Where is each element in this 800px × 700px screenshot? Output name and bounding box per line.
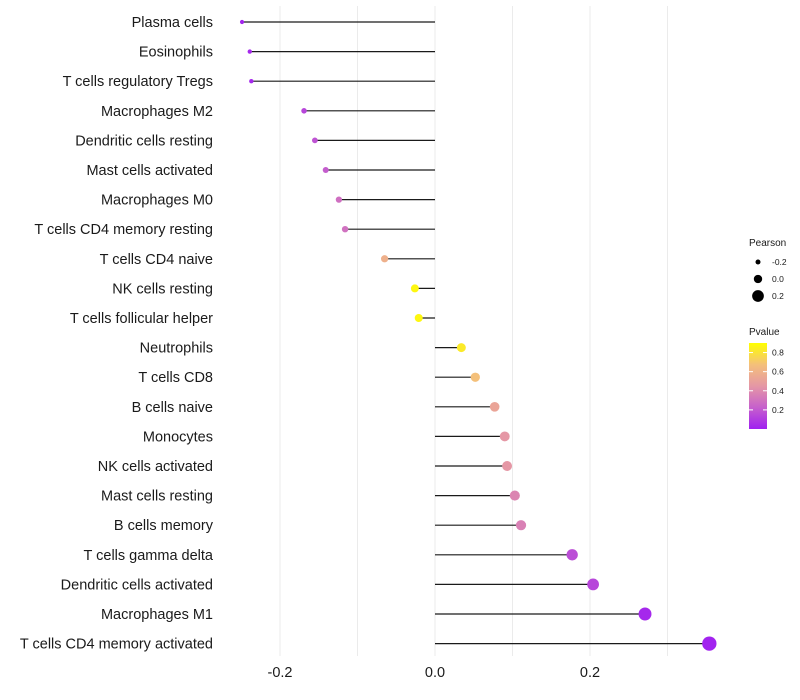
y-axis-label: Dendritic cells activated [61, 577, 213, 593]
y-axis-label: T cells CD4 memory resting [34, 222, 213, 238]
x-axis-ticks: -0.2 0.0 0.2 [268, 665, 601, 681]
color-legend-label: 0.8 [772, 348, 784, 358]
legend: Pearson -0.2 0.0 0.2 Pvalue 0.8 0.6 0.4 0.2 [749, 238, 787, 429]
size-legend-dot [752, 290, 764, 302]
gridlines [279, 6, 668, 656]
stems [242, 21, 710, 645]
size-legend-dot [753, 274, 763, 284]
y-axis-label: Dendritic cells resting [75, 133, 213, 149]
y-axis-label: NK cells activated [98, 459, 213, 475]
data-point [380, 255, 389, 263]
data-point [638, 607, 652, 621]
size-legend-label: 0.2 [772, 291, 784, 301]
data-point [499, 431, 510, 442]
y-axis-label: T cells gamma delta [84, 548, 214, 564]
y-axis-label: T cells CD4 naive [100, 252, 213, 268]
y-axis-label: Neutrophils [140, 341, 213, 357]
color-legend-bar [749, 343, 767, 429]
y-axis-label: Plasma cells [132, 15, 213, 31]
data-point [566, 549, 578, 561]
y-axis-label: Mast cells resting [101, 489, 213, 505]
data-point [456, 343, 466, 353]
y-axis-label: Macrophages M1 [101, 607, 213, 623]
y-axis-label: B cells memory [114, 518, 214, 534]
data-point [489, 401, 500, 412]
data-point [249, 79, 254, 84]
size-legend-label: -0.2 [772, 257, 787, 267]
color-legend-label: 0.4 [772, 386, 784, 396]
y-axis-label: Monocytes [143, 429, 213, 445]
size-legend-dot [755, 259, 761, 265]
data-point [335, 196, 343, 203]
data-point [470, 372, 480, 382]
data-point [515, 520, 527, 531]
data-point [410, 284, 419, 293]
color-legend-label: 0.6 [772, 367, 784, 377]
color-legend-ticks: 0.8 0.6 0.4 0.2 [749, 348, 784, 415]
y-axis-label: T cells follicular helper [70, 311, 213, 327]
size-legend-title: Pearson [749, 238, 786, 249]
y-axis-label: Macrophages M2 [101, 104, 213, 120]
y-axis-label: Mast cells activated [86, 163, 213, 179]
data-point [301, 108, 307, 114]
y-axis-label: B cells naive [132, 400, 213, 416]
color-legend-label: 0.2 [772, 405, 784, 415]
data-point [509, 490, 520, 501]
y-axis-label: NK cells resting [112, 281, 213, 297]
size-legend-label: 0.0 [772, 274, 784, 284]
y-axis-labels: Plasma cells Eosinophils T cells regulator… [20, 15, 214, 653]
data-point [702, 636, 717, 651]
color-legend-title: Pvalue [749, 327, 780, 338]
data-point [341, 225, 349, 233]
data-point [502, 461, 513, 471]
y-axis-label: T cells CD4 memory activated [20, 637, 213, 653]
data-point [414, 313, 423, 323]
data-point [587, 578, 599, 591]
y-axis-label: Eosinophils [139, 45, 213, 61]
points [239, 19, 717, 651]
data-point [239, 19, 245, 25]
data-point [247, 49, 252, 54]
x-tick-label: -0.2 [268, 665, 293, 681]
data-point [322, 167, 329, 173]
size-legend-items: -0.2 0.0 0.2 [752, 257, 787, 302]
y-axis-label: T cells CD8 [138, 370, 213, 386]
data-point [311, 137, 318, 144]
x-tick-label: 0.0 [425, 665, 445, 681]
y-axis-label: Macrophages M0 [101, 193, 213, 209]
y-axis-label: T cells regulatory Tregs [63, 74, 213, 90]
x-tick-label: 0.2 [580, 665, 600, 681]
